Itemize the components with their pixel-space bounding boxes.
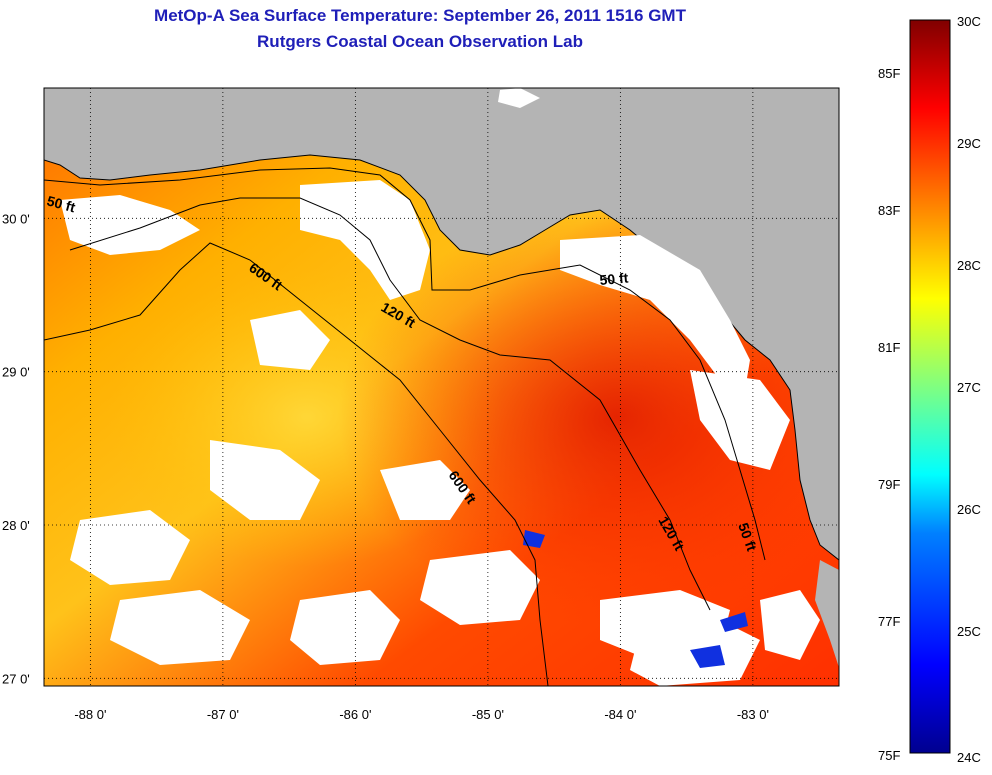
colorbar-celsius-label: 24C — [957, 750, 981, 765]
colorbar — [909, 19, 951, 754]
colorbar-celsius-label: 25C — [957, 624, 981, 639]
graticule — [44, 88, 839, 686]
isobath-label: 50 ft — [599, 270, 629, 288]
isobath-label: 50 ft — [45, 192, 77, 215]
longitude-tick-label: -87 0' — [207, 707, 239, 722]
map-area: 50 ft 600 ft 120 ft 50 ft 600 ft 120 ft … — [44, 88, 839, 686]
longitude-tick-label: -85 0' — [472, 707, 504, 722]
longitude-tick-label: -86 0' — [339, 707, 371, 722]
colorbar-fahrenheit-label: 75F — [878, 748, 900, 763]
colorbar-celsius-label: 29C — [957, 136, 981, 151]
colorbar-celsius-label: 27C — [957, 380, 981, 395]
colorbar-fahrenheit-label: 85F — [878, 66, 900, 81]
longitude-tick-label: -83 0' — [737, 707, 769, 722]
colorbar-celsius-label: 30C — [957, 14, 981, 29]
colorbar-fahrenheit-label: 81F — [878, 340, 900, 355]
axis-ticks: -88 0' -87 0' -86 0' -85 0' -84 0' -83 0' 30 0… — [2, 211, 769, 722]
latitude-tick-label: 30 0' — [2, 211, 30, 226]
colorbar-celsius-label: 26C — [957, 502, 981, 517]
map-title: MetOp-A Sea Surface Temperature: Septemb… — [154, 6, 686, 25]
longitude-tick-label: -88 0' — [74, 707, 106, 722]
longitude-tick-label: -84 0' — [604, 707, 636, 722]
colorbar-celsius-label: 28C — [957, 258, 981, 273]
colorbar-fahrenheit-label: 79F — [878, 477, 900, 492]
latitude-tick-label: 29 0' — [2, 365, 30, 380]
land-mass — [44, 88, 839, 560]
colorbar-labels: 85F 83F 81F 79F 77F 75F 30C 29C 28C 27C 26C 25C 24C — [878, 14, 981, 765]
coastline — [44, 154, 839, 561]
isobath-lines — [44, 167, 766, 686]
latitude-tick-label: 28 0' — [2, 518, 30, 533]
latitude-tick-label: 27 0' — [2, 671, 30, 686]
map-subtitle: Rutgers Coastal Ocean Observation Lab — [257, 32, 583, 51]
colorbar-fahrenheit-label: 77F — [878, 614, 900, 629]
map-frame — [43, 87, 840, 687]
colorbar-fahrenheit-label: 83F — [878, 203, 900, 218]
